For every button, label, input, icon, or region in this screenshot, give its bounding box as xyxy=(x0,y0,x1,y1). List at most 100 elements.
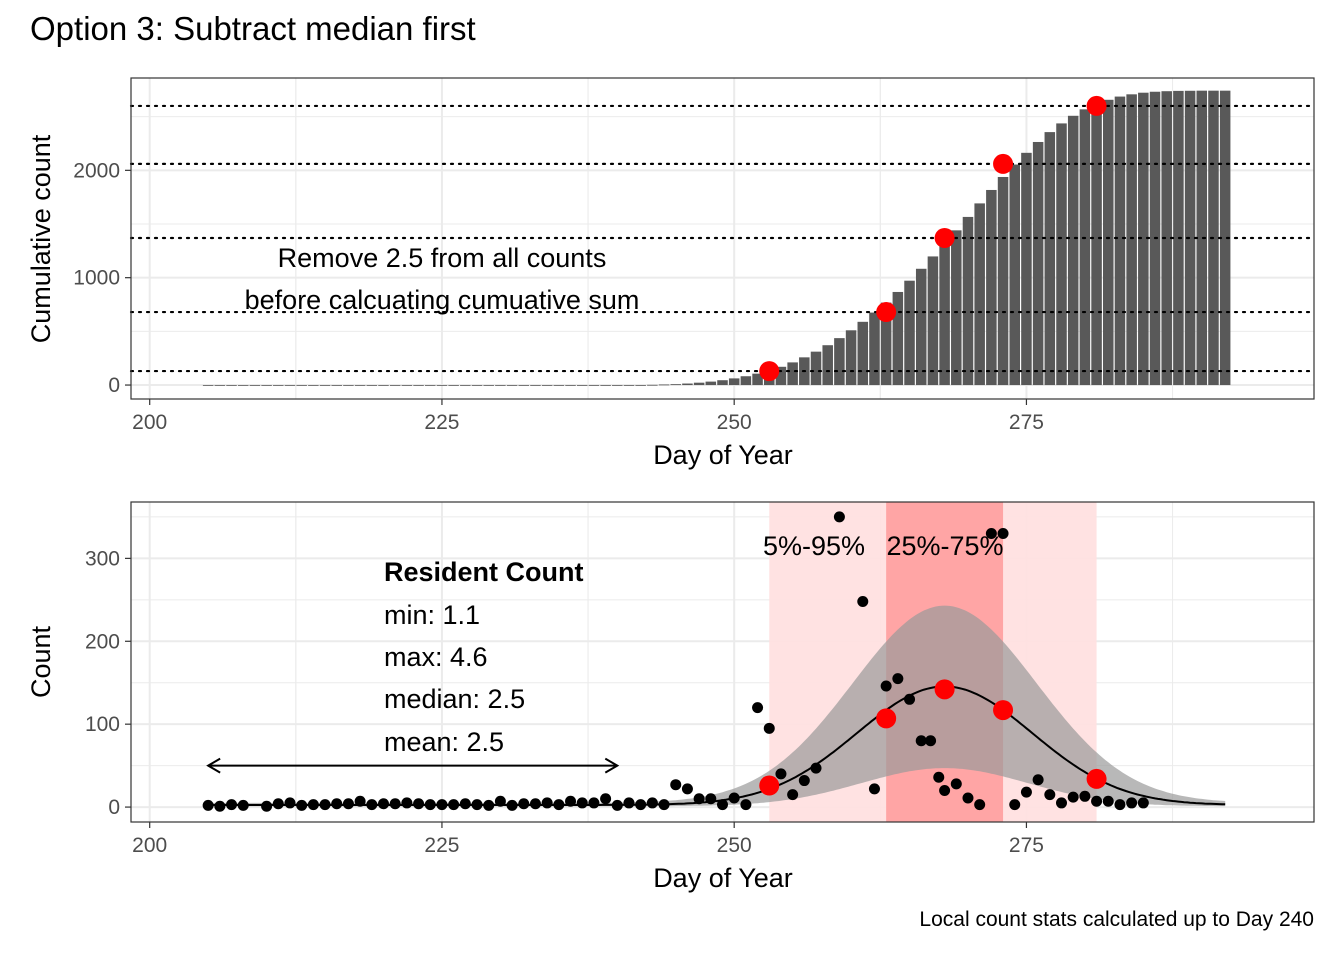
bottom-fit-curve xyxy=(208,685,1226,806)
count-point xyxy=(752,702,764,714)
cumulative-bar xyxy=(658,384,670,386)
cumulative-bar xyxy=(448,385,459,386)
count-point xyxy=(413,798,425,810)
cumulative-bar xyxy=(319,385,331,386)
cumulative-bar xyxy=(705,381,717,386)
cumulative-bar xyxy=(541,385,553,386)
y-tick-label: 0 xyxy=(108,374,120,397)
quantile-marker xyxy=(759,361,780,382)
cumulative-bar xyxy=(939,243,950,386)
count-point xyxy=(787,789,799,801)
cumulative-bar xyxy=(857,321,869,386)
count-point xyxy=(880,680,892,692)
count-point xyxy=(985,528,997,540)
bottom-ribbon xyxy=(208,605,1226,807)
count-point xyxy=(366,799,378,811)
count-point xyxy=(354,795,366,807)
legend-line-min: min: 1.1 xyxy=(384,600,480,630)
cumulative-bar xyxy=(834,338,845,386)
cumulative-bar xyxy=(775,366,787,386)
count-point xyxy=(1102,795,1114,807)
cumulative-bar xyxy=(1161,91,1172,386)
cumulative-bar xyxy=(717,380,728,386)
count-point xyxy=(775,768,787,780)
count-point xyxy=(1009,799,1021,811)
y-tick-label: 200 xyxy=(85,630,120,653)
cumulative-bar xyxy=(670,384,682,386)
cumulative-bar xyxy=(226,385,237,386)
top-annotation-line-1: Remove 2.5 from all counts xyxy=(278,243,607,273)
count-point xyxy=(471,799,483,811)
cumulative-bar xyxy=(635,385,646,386)
count-point xyxy=(237,799,249,811)
count-point xyxy=(284,797,296,809)
cumulative-bar xyxy=(296,385,307,386)
confidence-ribbon xyxy=(208,605,1226,807)
top-y-axis-label: Cumulative count xyxy=(26,134,56,343)
count-point xyxy=(670,779,682,791)
count-point xyxy=(1079,790,1091,802)
cumulative-bar xyxy=(997,176,1009,386)
x-tick-label: 225 xyxy=(424,411,459,434)
x-tick-label: 250 xyxy=(717,411,752,434)
top-panel-border xyxy=(130,77,1315,400)
cumulative-bar xyxy=(752,373,763,386)
count-point xyxy=(705,793,717,805)
cumulative-bar xyxy=(565,385,576,386)
legend-heading: Resident Count xyxy=(384,557,584,587)
cumulative-bar xyxy=(214,385,226,386)
count-point xyxy=(331,798,343,810)
count-point xyxy=(401,797,413,809)
cumulative-bar xyxy=(530,385,541,386)
count-point xyxy=(1126,797,1138,809)
cumulative-bar xyxy=(495,385,506,386)
count-point xyxy=(1114,799,1126,811)
cumulative-bar xyxy=(986,189,997,386)
chart-title: Option 3: Subtract median first xyxy=(30,10,476,47)
cumulative-bar xyxy=(483,385,494,386)
quantile-marker xyxy=(934,227,955,248)
cumulative-bar xyxy=(308,385,319,386)
count-point xyxy=(925,735,937,747)
cumulative-bar xyxy=(612,385,623,386)
top-x-axis-label: Day of Year xyxy=(653,440,793,470)
cumulative-bar xyxy=(471,385,483,386)
cumulative-bar xyxy=(974,203,985,386)
cumulative-bar xyxy=(682,383,693,386)
top-axis-ticks: 200 225 250 275 0 1000 2000 xyxy=(73,159,1044,434)
cumulative-bar xyxy=(1009,164,1021,386)
count-point xyxy=(541,797,553,809)
y-tick-label: 0 xyxy=(108,796,120,819)
cumulative-bar xyxy=(331,385,342,386)
count-point xyxy=(319,799,331,811)
x-tick-label: 250 xyxy=(717,834,752,857)
count-point xyxy=(728,792,740,804)
x-tick-label: 225 xyxy=(424,834,459,857)
cumulative-bar xyxy=(822,345,833,386)
count-point xyxy=(646,797,658,809)
cumulative-bar xyxy=(237,385,249,386)
cumulative-bar xyxy=(273,385,284,386)
bottom-plot-background xyxy=(131,502,1314,822)
bottom-range-arrow xyxy=(206,757,620,774)
band-label-inner: 25%-75% xyxy=(886,531,1003,561)
count-point xyxy=(857,595,869,607)
count-point xyxy=(611,799,623,811)
count-point xyxy=(950,778,962,790)
legend-line-mean: mean: 2.5 xyxy=(384,727,504,757)
cumulative-bar xyxy=(1114,96,1126,386)
count-point xyxy=(565,795,577,807)
count-point xyxy=(448,799,460,811)
count-point xyxy=(635,799,647,811)
cumulative-bar xyxy=(1044,132,1056,386)
count-point xyxy=(529,798,541,810)
count-point xyxy=(518,798,530,810)
y-tick-label: 2000 xyxy=(73,159,120,182)
bottom-x-axis-label: Day of Year xyxy=(653,863,793,893)
count-point xyxy=(553,799,565,811)
cumulative-bar xyxy=(810,351,822,386)
cumulative-bar xyxy=(389,385,401,386)
cumulative-bar xyxy=(553,385,565,386)
count-point xyxy=(833,511,845,523)
count-point xyxy=(1032,774,1044,786)
